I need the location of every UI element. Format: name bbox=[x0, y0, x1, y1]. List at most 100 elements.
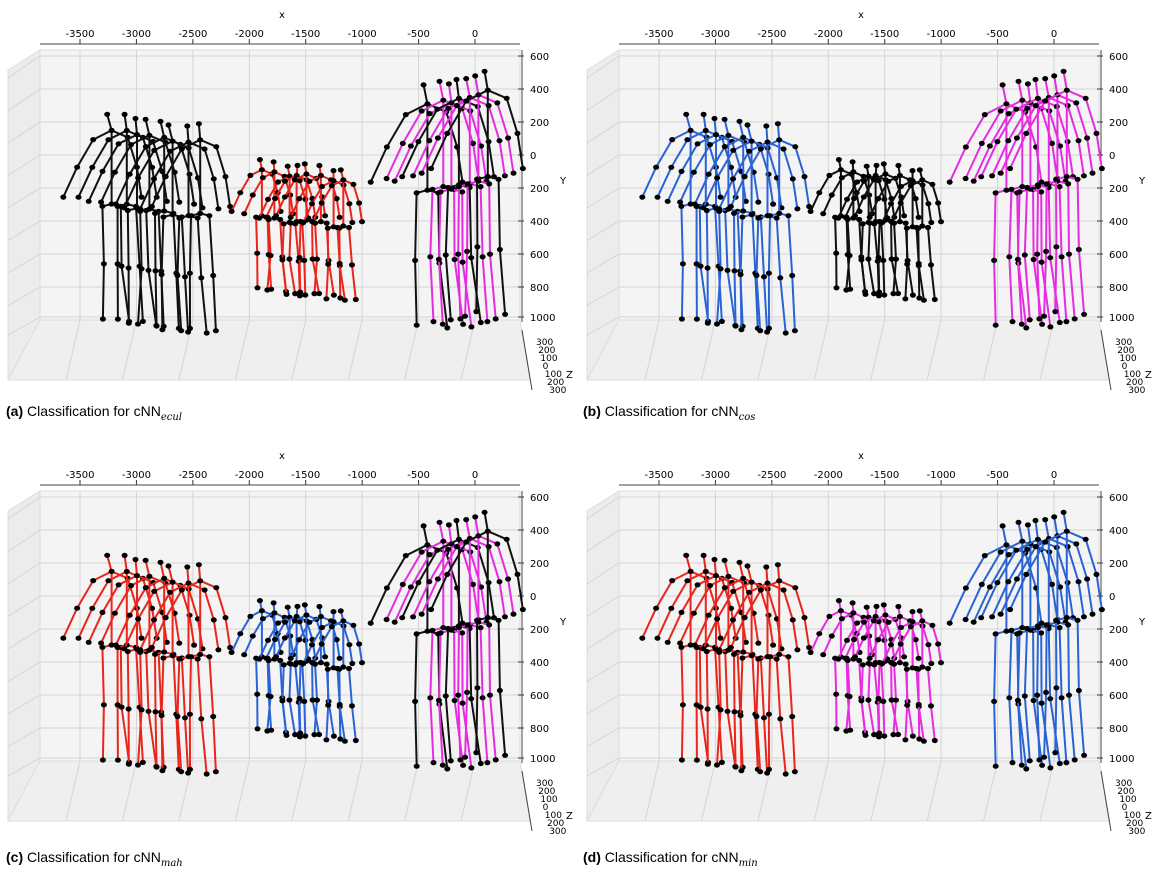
joint-2-ls bbox=[694, 141, 701, 147]
joint-3-lh bbox=[677, 199, 684, 205]
caption-subscript-c: mah bbox=[160, 858, 183, 869]
y-tick-label-1: 400 bbox=[530, 85, 549, 96]
joint-6-pelv bbox=[1063, 174, 1070, 180]
joint-4-rk bbox=[309, 256, 316, 262]
joint-2-lk bbox=[279, 698, 286, 704]
joint-7-ra bbox=[791, 328, 798, 334]
joint-0-lh bbox=[60, 635, 67, 641]
bone-1-12 bbox=[714, 647, 720, 708]
joint-5-lh bbox=[418, 611, 425, 617]
bone-6-5 bbox=[342, 625, 351, 645]
bone-7-3 bbox=[164, 148, 183, 178]
bone-5-3 bbox=[716, 149, 735, 179]
bone-3-10 bbox=[867, 663, 871, 701]
bone-3-1 bbox=[709, 134, 729, 146]
joint-4-lk bbox=[296, 254, 303, 261]
bone-3-3 bbox=[996, 108, 1018, 143]
joint-7-ls bbox=[907, 624, 914, 630]
joint-7-ls bbox=[907, 183, 914, 189]
z-axis-line bbox=[521, 329, 533, 391]
joint-3-lk bbox=[286, 697, 293, 703]
bone-0-3 bbox=[655, 139, 674, 168]
bone-6-13 bbox=[1077, 249, 1086, 315]
bone-6-3 bbox=[153, 150, 171, 180]
floor-grid-6 bbox=[404, 319, 420, 381]
joint-7-le bbox=[318, 641, 325, 647]
bone-2-10 bbox=[281, 664, 285, 701]
bone-0-4 bbox=[369, 587, 388, 624]
joint-0-lh bbox=[807, 208, 814, 214]
bone-3-12 bbox=[880, 222, 885, 261]
bone-4-11 bbox=[298, 257, 302, 293]
bone-3-12 bbox=[1047, 628, 1052, 699]
bone-6-3 bbox=[890, 626, 902, 646]
joint-7-neck bbox=[340, 177, 347, 183]
bone-7-10 bbox=[188, 656, 192, 715]
joint-0-lh bbox=[946, 179, 953, 185]
bone-4-4 bbox=[412, 140, 431, 177]
joint-0-lk bbox=[254, 250, 261, 256]
joint-0-ls bbox=[247, 172, 254, 178]
joint-0-lp bbox=[99, 203, 106, 209]
joint-5-pelv bbox=[748, 653, 755, 659]
bone-1-3 bbox=[980, 110, 1002, 144]
bone-4-1 bbox=[145, 136, 165, 148]
joint-4-rk bbox=[1058, 254, 1065, 260]
joint-2-head bbox=[132, 115, 139, 122]
z-tick-label-6: 300 bbox=[1128, 827, 1145, 837]
z-tick-label-1: 200 bbox=[1117, 787, 1134, 797]
joint-2-head bbox=[132, 556, 139, 563]
joint-6-rp bbox=[1074, 617, 1081, 623]
joint-3-lk bbox=[442, 252, 449, 258]
joint-5-lh bbox=[866, 214, 873, 220]
bone-2-10 bbox=[1016, 632, 1021, 701]
x-tick-label-4: -1500 bbox=[291, 29, 320, 40]
floor-grid-7 bbox=[460, 319, 476, 381]
bone-6-0 bbox=[1062, 71, 1068, 91]
bone-4-12 bbox=[751, 213, 757, 274]
joint-2-neck bbox=[713, 573, 719, 579]
joint-4-rh bbox=[1080, 173, 1087, 179]
joint-7-lk bbox=[765, 270, 772, 276]
joint-5-le bbox=[714, 616, 721, 622]
joint-0-la bbox=[992, 322, 999, 328]
bone-7-12 bbox=[927, 227, 932, 265]
joint-6-ls bbox=[463, 539, 470, 545]
bone-4-0 bbox=[465, 78, 471, 98]
joint-6-lk bbox=[474, 685, 481, 691]
joint-5-le bbox=[296, 196, 303, 202]
series-0-black bbox=[60, 111, 234, 336]
joint-5-le bbox=[1013, 135, 1020, 141]
joint-5-ls bbox=[1032, 544, 1039, 550]
bone-3-4 bbox=[401, 582, 420, 619]
joint-0-lk bbox=[100, 702, 107, 708]
joint-6-la bbox=[902, 737, 909, 743]
bone-0-3 bbox=[818, 615, 831, 635]
joint-7-rh bbox=[938, 660, 944, 666]
joint-0-lk bbox=[412, 698, 419, 704]
y-tick-label-8: 1000 bbox=[530, 313, 555, 324]
joint-4-ra bbox=[484, 760, 491, 766]
joint-1-la bbox=[264, 287, 271, 293]
bone-7-5 bbox=[794, 587, 806, 618]
joint-2-rp bbox=[1038, 630, 1045, 636]
series-1-black bbox=[807, 157, 944, 303]
z-tick-label-4: 100 bbox=[545, 370, 562, 380]
joint-0-le bbox=[74, 164, 81, 170]
bone-1-10 bbox=[267, 219, 272, 256]
joint-3-ra bbox=[477, 760, 484, 767]
joint-1-lk bbox=[427, 254, 434, 260]
joint-4-ls bbox=[1024, 105, 1031, 111]
joint-5-rp bbox=[902, 661, 909, 667]
joint-7-re bbox=[801, 615, 808, 621]
bone-1-0 bbox=[702, 555, 707, 572]
bone-0-4 bbox=[62, 166, 79, 198]
bone-5-13 bbox=[1068, 695, 1076, 760]
joint-7-re bbox=[222, 174, 229, 180]
bone-3-10 bbox=[1023, 628, 1029, 697]
joint-7-ra bbox=[931, 737, 938, 744]
side-grid-6 bbox=[7, 253, 41, 274]
joint-4-lk bbox=[152, 268, 159, 274]
bone-3-0 bbox=[723, 560, 730, 577]
bone-2-13 bbox=[1040, 702, 1052, 769]
